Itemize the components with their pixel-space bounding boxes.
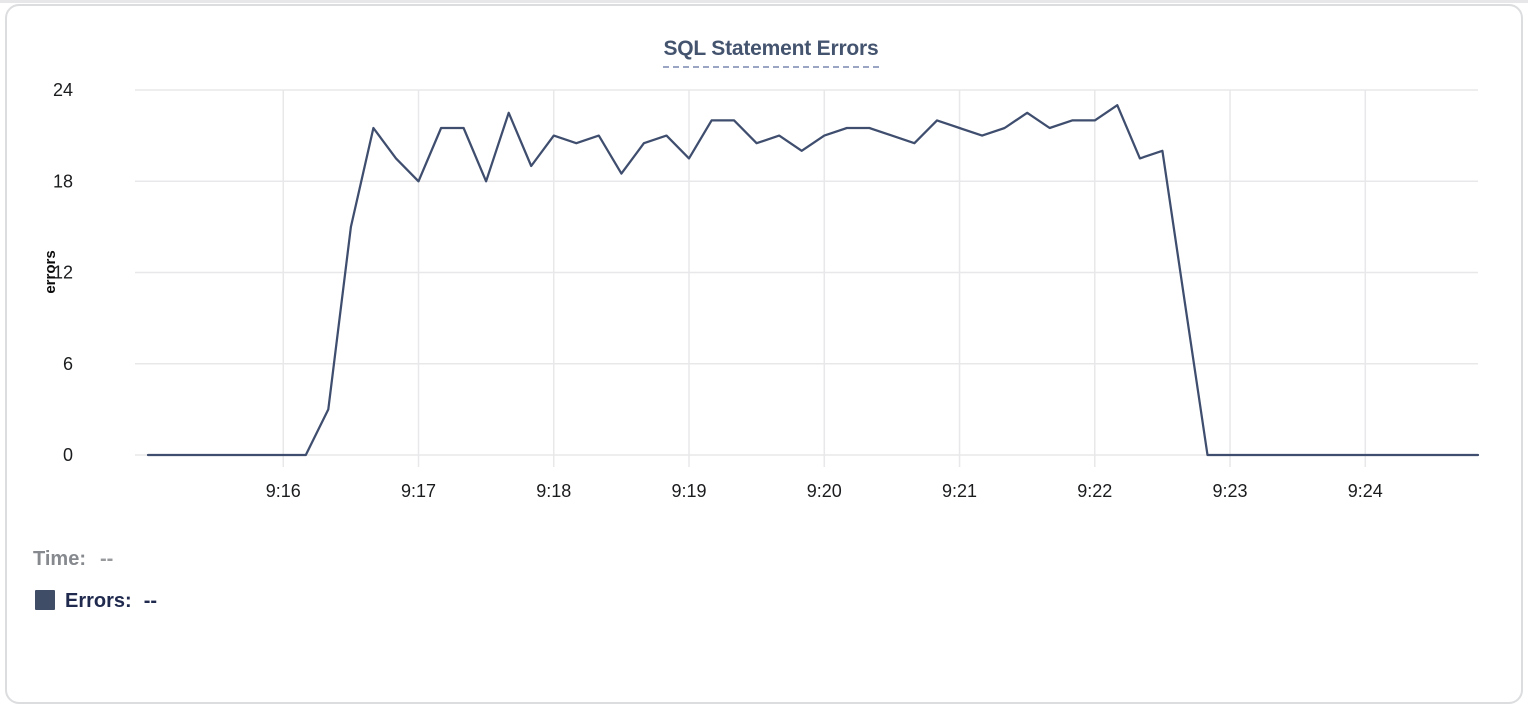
errors-legend-item[interactable]: Errors: -- (35, 590, 157, 613)
chart-header: SQL Statement Errors (7, 37, 1528, 68)
chart-title[interactable]: SQL Statement Errors (663, 37, 879, 68)
y-tick-label: 6 (63, 354, 73, 374)
y-tick-label: 24 (53, 80, 73, 100)
x-tick-label: 9:18 (536, 481, 571, 501)
x-tick-label: 9:16 (266, 481, 301, 501)
x-tick-label: 9:23 (1213, 481, 1248, 501)
chart-svg[interactable]: 0 6 12 18 24 9:16 9:17 9:18 9:19 9:20 9:21 9:22 9:23… (7, 6, 1528, 521)
errors-readout-value: -- (143, 590, 158, 612)
x-tick-label: 9:22 (1077, 481, 1112, 501)
errors-readout-label: Errors: (65, 590, 132, 612)
errors-series-swatch (35, 590, 55, 610)
y-tick-label: 12 (53, 263, 73, 283)
screen-top-edge (0, 0, 1528, 3)
x-tick-label: 9:19 (671, 481, 706, 501)
y-tick-label: 0 (63, 445, 73, 465)
x-tick-label: 9:20 (807, 481, 842, 501)
x-tick-label: 9:17 (401, 481, 436, 501)
x-tick-label: 9:21 (942, 481, 977, 501)
y-axis-title: errors (42, 250, 59, 293)
time-readout: Time: -- (33, 548, 113, 571)
errors-line-series (146, 104, 1480, 457)
x-tick-label: 9:24 (1348, 481, 1383, 501)
y-tick-label: 18 (53, 171, 73, 191)
chart-card: SQL Statement Errors 0 6 12 18 24 9:16 9:17 9:1… (5, 4, 1523, 704)
time-readout-label: Time: (33, 548, 86, 570)
time-readout-value: -- (99, 548, 114, 570)
